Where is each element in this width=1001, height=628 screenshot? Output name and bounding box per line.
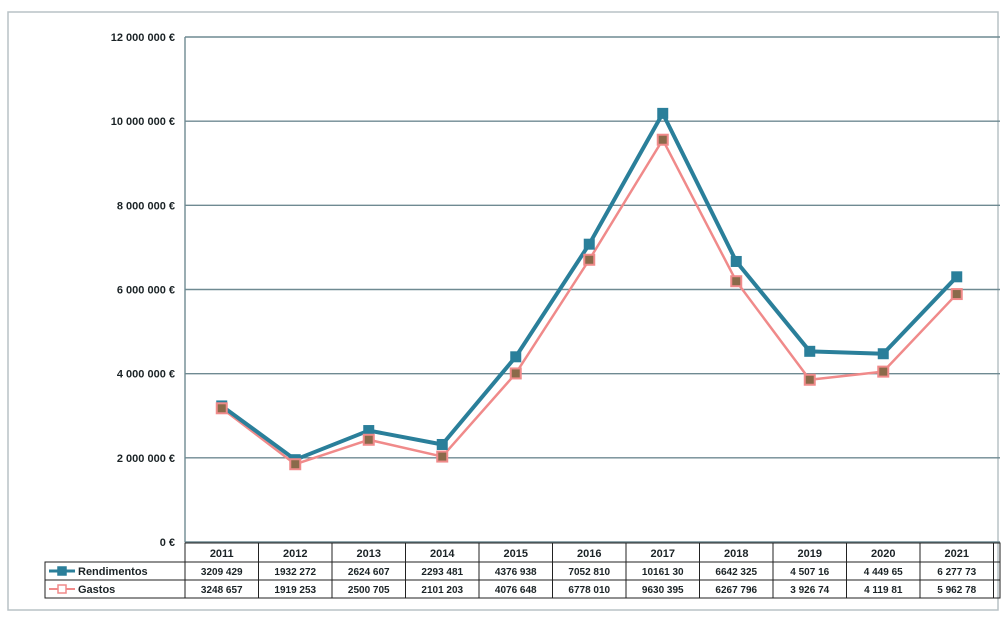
y-tick-label: 12 000 000 € [111, 32, 175, 44]
x-category-label: 2014 [430, 548, 455, 560]
table-cell: 6 277 73 [937, 567, 976, 578]
y-tick-label: 6 000 000 € [117, 285, 175, 297]
legend-marker-rendimentos [57, 566, 67, 576]
x-category-label: 2017 [651, 548, 675, 560]
series-line-gastos [220, 138, 958, 466]
x-category-label: 2016 [577, 548, 601, 560]
table-cell: 3248 657 [201, 585, 243, 596]
marker-gastos [289, 458, 302, 471]
legend-label-rendimentos: Rendimentos [78, 566, 148, 578]
marker-rendimentos [657, 107, 669, 119]
table-cell: 7052 810 [568, 567, 610, 578]
y-tick-label: 0 € [160, 537, 175, 549]
x-category-label: 2013 [357, 548, 381, 560]
marker-gastos [877, 365, 890, 378]
table-cell: 2500 705 [348, 585, 390, 596]
table-cell: 6778 010 [568, 585, 610, 596]
table-cell: 10161 30 [642, 567, 684, 578]
table-cell: 5 962 78 [937, 585, 976, 596]
table-cell: 4 507 16 [790, 567, 829, 578]
y-tick-label: 10 000 000 € [111, 116, 175, 128]
chart-frame [7, 11, 999, 611]
table-cell: 3 926 74 [790, 585, 829, 596]
gridlines [184, 36, 1000, 543]
x-category-label: 2020 [871, 548, 895, 560]
y-tick-label: 2 000 000 € [117, 453, 175, 465]
marker-gastos [730, 275, 743, 288]
marker-rendimentos [877, 348, 889, 360]
table-cell: 3209 429 [201, 567, 243, 578]
table-cell: 1932 272 [274, 567, 316, 578]
marker-rendimentos [804, 345, 816, 357]
x-category-label: 2012 [283, 548, 307, 560]
table-cell: 6267 796 [715, 585, 757, 596]
data-table: 2011 2012 2013 2014 2015 2016 2017 2018 2019 2020… [44, 542, 1001, 599]
marker-gastos [215, 402, 228, 415]
table-cell: 9630 395 [642, 585, 684, 596]
table-cell: 4 449 65 [864, 567, 903, 578]
marker-rendimentos [730, 255, 742, 267]
x-category-label: 2018 [724, 548, 748, 560]
table-cell: 2624 607 [348, 567, 390, 578]
marker-gastos [803, 373, 816, 386]
y-axis-tick-labels: 0 € 2 000 000 € 4 000 000 € 6 000 000 € 8 00… [111, 32, 175, 549]
series-lines [215, 107, 963, 471]
marker-rendimentos [436, 438, 448, 450]
x-category-label: 2015 [504, 548, 528, 560]
marker-gastos [583, 253, 596, 266]
x-category-label: 2019 [798, 548, 822, 560]
series-line-rendimentos [220, 111, 959, 462]
marker-gastos [656, 133, 669, 146]
marker-gastos [362, 433, 375, 446]
x-category-label: 2011 [210, 548, 234, 560]
legend-label-gastos: Gastos [78, 584, 115, 596]
marker-rendimentos [951, 271, 963, 283]
table-cell: 4 119 81 [864, 585, 903, 596]
marker-gastos [509, 367, 522, 380]
marker-rendimentos [583, 238, 595, 250]
legend-marker-gastos [57, 584, 67, 594]
table-cell: 6642 325 [715, 567, 757, 578]
x-category-label: 2021 [945, 548, 969, 560]
table-cell: 4376 938 [495, 567, 537, 578]
marker-rendimentos [510, 351, 522, 363]
marker-gastos [436, 450, 449, 463]
marker-gastos [950, 288, 963, 301]
table-cell: 2293 481 [421, 567, 463, 578]
table-cell: 1919 253 [274, 585, 316, 596]
table-cell: 2101 203 [421, 585, 463, 596]
table-cell: 4076 648 [495, 585, 537, 596]
y-tick-label: 8 000 000 € [117, 200, 175, 212]
y-tick-label: 4 000 000 € [117, 369, 175, 381]
